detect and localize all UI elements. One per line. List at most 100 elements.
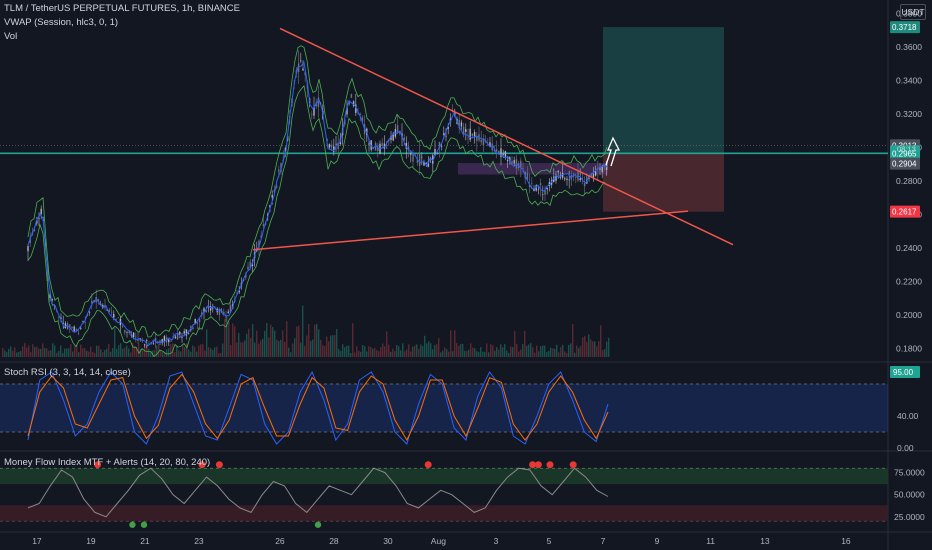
candle-body [451,111,454,113]
volume-bar [252,324,254,357]
volume-bar [156,345,158,357]
volume-bar [84,348,86,357]
candle-body [203,308,205,312]
volume-bar [422,346,424,357]
volume-bar [24,343,26,357]
candle-body [196,322,199,324]
volume-bar [584,335,586,357]
volume-bar [416,344,418,357]
volume-bar [76,344,78,357]
candle-body [229,305,232,313]
candle-body [337,142,339,150]
volume-bar [328,341,330,357]
volume-bar [490,344,492,357]
candle-body [528,184,531,188]
volume-bar [576,345,578,357]
volume-bar [238,333,240,357]
supply-box [458,163,608,175]
volume-bar [304,345,306,357]
candle-body [311,114,313,115]
volume-bar [212,349,214,357]
time-tick-label: 23 [194,536,204,546]
candle-body [163,336,166,342]
candle-body [594,171,597,176]
candle-body [58,316,60,318]
candle-body [194,318,196,325]
price-label-box [890,21,920,34]
candle-body [174,336,177,339]
volume-bar [38,348,40,357]
price-tick-label: 0.2400 [896,243,922,253]
volume-bar [206,329,208,357]
volume-bar [506,350,508,357]
mfi-sell-alert [215,461,223,469]
price-tick-label: 0.2000 [896,310,922,320]
time-tick-label: 26 [275,536,285,546]
volume-bar [62,352,64,357]
candle-body [170,340,172,342]
volume-bar [164,352,166,357]
volume-bar [274,330,276,357]
volume-bar [318,329,320,357]
volume-bar [536,345,538,357]
volume-bar [594,341,596,357]
volume-bar [580,345,582,357]
volume-bar [298,325,300,357]
candle-body [168,339,170,343]
candle-body [597,168,599,170]
candle-body [355,104,357,113]
candle-body [458,119,460,129]
candle-body [511,160,513,164]
candle-body [137,338,139,341]
volume-bar [118,345,120,357]
candle-body [548,182,551,187]
volume-bar [418,348,420,357]
candle-body [161,339,163,344]
volume-bar [210,348,212,357]
candle-body [381,143,383,146]
volume-bar [376,350,378,357]
volume-bar [136,347,138,357]
volume-bar [4,350,6,357]
stoch-rsi-legend: Stoch RSI (3, 3, 14, 14, close) [4,367,131,378]
candle-body [227,311,229,314]
volume-bar [542,345,544,357]
candle-body [500,148,502,157]
volume-bar [254,342,256,357]
candle-body [495,149,498,152]
volume-bar [232,323,234,357]
price-tick-label: 0.2200 [896,277,922,287]
volume-bar [504,344,506,357]
volume-bar [368,346,370,357]
volume-bar [102,352,104,357]
volume-bar [176,345,178,357]
volume-bar [434,345,436,357]
volume-bar [388,344,390,357]
volume-bar [512,347,514,357]
volume-bar [522,344,524,357]
candle-body [533,188,535,192]
candle-body [256,249,258,252]
volume-bar [346,345,348,357]
volume-bar [240,342,242,357]
volume-bar [468,349,470,357]
volume-bar [248,328,250,357]
candle-body [438,141,441,149]
volume-bar [26,347,28,357]
candle-body [445,135,447,137]
target-zone [603,27,724,154]
candle-body [157,341,159,342]
volume-bar [180,351,182,357]
mfi-oversold-zone [0,505,888,522]
candle-body [542,194,544,195]
currency-button[interactable]: USDT [900,4,926,20]
candle-body [467,137,469,139]
volume-bar [370,346,372,357]
volume-bar [524,330,526,357]
candle-body [251,263,254,267]
stoch-tick-label: 40.00 [897,411,919,421]
volume-bar [66,348,68,357]
volume-bar [514,331,516,357]
candle-body [443,133,445,135]
